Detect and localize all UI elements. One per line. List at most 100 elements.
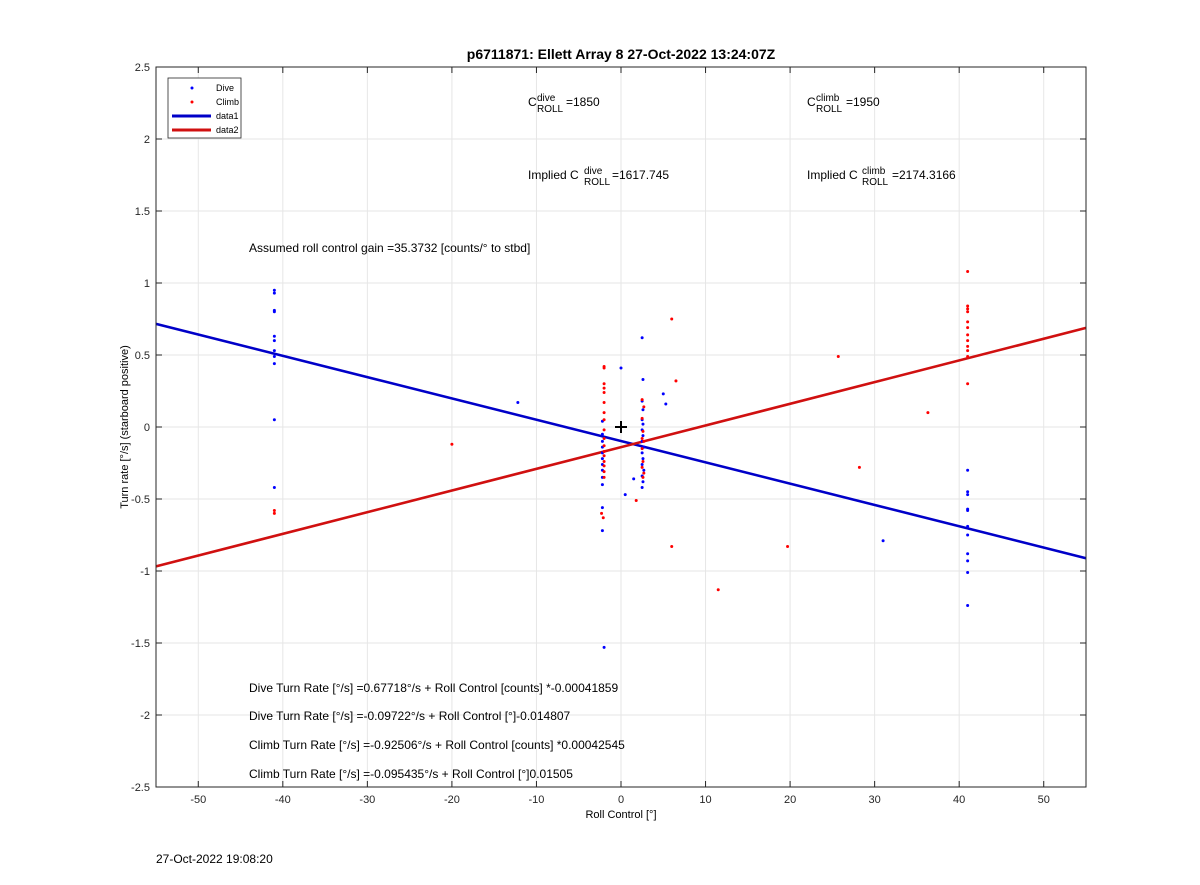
point-climb xyxy=(966,320,970,324)
point-climb xyxy=(602,366,606,370)
point-climb xyxy=(602,460,606,464)
x-tick-label: -40 xyxy=(275,794,291,806)
point-climb xyxy=(640,398,644,402)
fit-line-data1 xyxy=(155,322,1087,560)
point-dive xyxy=(272,349,276,353)
legend-label: data1 xyxy=(216,111,239,121)
y-tick-label: 2 xyxy=(144,134,150,146)
point-climb xyxy=(602,411,606,415)
point-climb xyxy=(966,310,970,314)
legend-items: Dive Climb data1 data2 xyxy=(172,83,239,135)
x-tick-label: -10 xyxy=(529,794,545,806)
point-climb xyxy=(640,447,644,451)
point-dive xyxy=(272,339,276,343)
point-dive xyxy=(640,451,644,455)
point-climb xyxy=(601,516,605,520)
point-dive xyxy=(641,480,645,484)
point-dive xyxy=(623,493,627,497)
fit-lines xyxy=(155,322,1087,568)
point-climb xyxy=(602,437,606,441)
point-dive xyxy=(272,354,276,358)
point-dive xyxy=(641,422,645,426)
point-dive xyxy=(272,291,276,295)
point-dive xyxy=(619,366,623,370)
point-dive xyxy=(272,485,276,489)
point-climb xyxy=(600,511,604,515)
legend-label: Dive xyxy=(216,83,234,93)
y-tick-label: 1 xyxy=(144,278,150,290)
point-climb xyxy=(602,444,606,448)
x-tick-label: 10 xyxy=(699,794,711,806)
point-climb xyxy=(641,429,645,433)
climb-eq-counts-annotation: Climb Turn Rate [°/s] =-0.92506°/s + Rol… xyxy=(249,738,625,752)
point-climb xyxy=(602,401,606,405)
point-dive xyxy=(641,457,645,461)
point-dive xyxy=(966,604,970,608)
legend: Dive Climb data1 data2 xyxy=(167,77,242,139)
fit-line-data2 xyxy=(155,326,1087,568)
point-climb xyxy=(640,416,644,420)
point-climb xyxy=(642,405,646,409)
c-roll-dive-annotation: Cdive ROLL=1850 xyxy=(528,93,600,115)
point-climb xyxy=(634,498,638,502)
y-tick-label: 1.5 xyxy=(135,206,150,218)
point-dive xyxy=(966,468,970,472)
point-dive xyxy=(966,524,970,528)
point-dive xyxy=(881,539,885,543)
point-climb xyxy=(641,460,645,464)
point-dive xyxy=(640,485,644,489)
legend-swatch-dot xyxy=(190,100,194,104)
legend-box xyxy=(167,77,242,139)
x-tick-label: 40 xyxy=(953,794,965,806)
y-tick-label: -1 xyxy=(140,566,150,578)
point-dive xyxy=(966,570,970,574)
point-dive xyxy=(641,377,645,381)
point-climb xyxy=(602,470,606,474)
point-dive xyxy=(600,506,604,510)
point-climb xyxy=(786,545,790,549)
point-dive xyxy=(642,468,646,472)
origin-cross-marker xyxy=(615,421,627,433)
point-climb xyxy=(602,475,606,479)
x-tick-label: -20 xyxy=(444,794,460,806)
point-climb xyxy=(966,326,970,330)
footer-timestamp: 27-Oct-2022 19:08:20 xyxy=(156,852,273,866)
point-climb xyxy=(642,439,646,443)
dive-eq-degrees-annotation: Dive Turn Rate [°/s] =-0.09722°/s + Roll… xyxy=(249,709,571,723)
point-climb xyxy=(450,442,454,446)
point-climb xyxy=(272,509,276,513)
scatter-points xyxy=(272,269,970,649)
point-climb xyxy=(602,464,606,468)
point-dive xyxy=(632,477,636,481)
x-tick-label: 0 xyxy=(618,794,624,806)
point-climb xyxy=(272,511,276,515)
point-climb xyxy=(640,465,644,469)
y-tick-label: 0 xyxy=(144,422,150,434)
point-climb xyxy=(670,317,674,321)
point-climb xyxy=(640,437,644,441)
chart-title: p6711871: Ellett Array 8 27-Oct-2022 13:… xyxy=(467,46,776,62)
point-climb xyxy=(642,471,646,475)
y-tick-label: 2.5 xyxy=(135,62,150,74)
x-tick-label: -30 xyxy=(359,794,375,806)
y-tick-label: 0.5 xyxy=(135,350,150,362)
point-dive xyxy=(600,439,604,443)
point-dive xyxy=(640,462,644,466)
point-climb xyxy=(857,465,861,469)
x-tick-label: 30 xyxy=(869,794,881,806)
legend-label: data2 xyxy=(216,125,239,135)
point-climb xyxy=(966,354,970,358)
point-climb xyxy=(602,418,606,422)
point-dive xyxy=(966,493,970,497)
point-climb xyxy=(966,344,970,348)
legend-swatch-dot xyxy=(190,86,194,90)
point-climb xyxy=(674,379,678,383)
point-dive xyxy=(966,533,970,537)
point-dive xyxy=(664,402,668,406)
point-climb xyxy=(716,588,720,592)
point-dive xyxy=(272,334,276,338)
point-climb xyxy=(602,382,606,386)
point-dive xyxy=(602,645,606,649)
